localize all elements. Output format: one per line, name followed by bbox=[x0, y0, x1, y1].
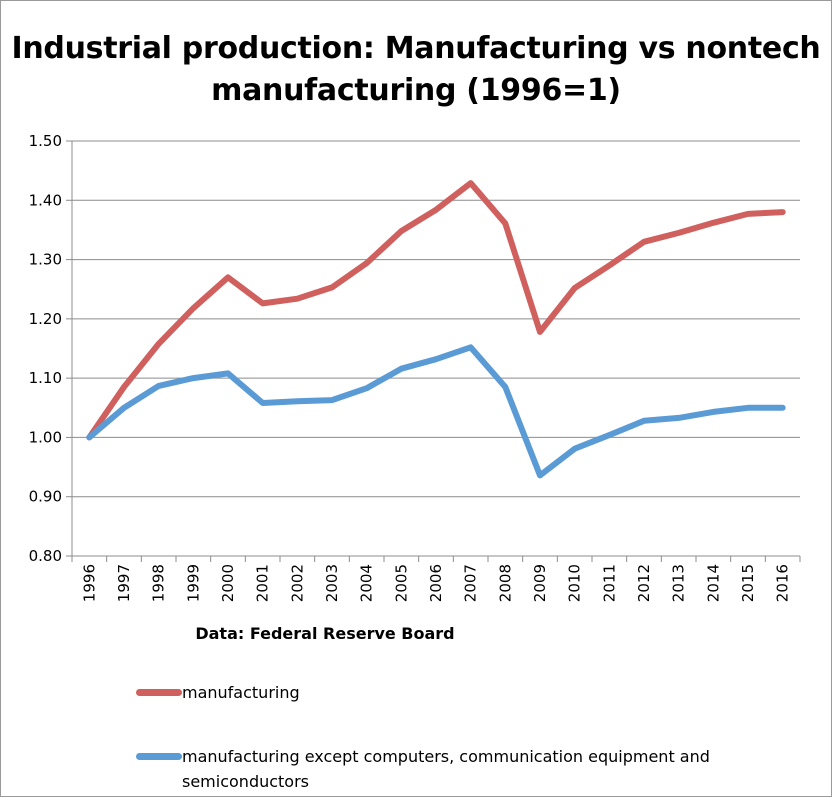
x-tick-label: 1996 bbox=[80, 564, 98, 602]
y-tick-labels: 0.80 0.90 1.00 1.10 1.20 1.30 1.40 1.50 bbox=[29, 132, 62, 565]
chart-title-text: Industrial production: Manufacturing vs … bbox=[11, 31, 821, 108]
x-tick-label: 1998 bbox=[150, 564, 168, 602]
y-tick-label: 1.00 bbox=[29, 428, 62, 446]
series-line-nontech-manufacturing bbox=[86, 344, 786, 479]
legend-item-manufacturing: manufacturing bbox=[136, 680, 742, 705]
y-tick-label: 1.10 bbox=[29, 369, 62, 387]
x-tick-label: 2003 bbox=[323, 564, 341, 602]
y-tick-label: 1.30 bbox=[29, 251, 62, 269]
legend-label-manufacturing: manufacturing bbox=[182, 683, 300, 702]
x-tick-label: 2008 bbox=[496, 564, 514, 602]
x-tick-label: 2016 bbox=[774, 564, 792, 602]
series-line-manufacturing bbox=[86, 180, 786, 441]
x-tick-label: 1997 bbox=[115, 564, 133, 602]
series-lines bbox=[86, 180, 786, 479]
x-tick-label: 2000 bbox=[219, 564, 237, 602]
x-tick-labels: 1996 1997 1998 1999 2000 2001 2002 2003 2004 2005… bbox=[80, 564, 791, 602]
x-tick-label: 2004 bbox=[358, 564, 376, 602]
x-tick-label: 2006 bbox=[427, 564, 445, 602]
x-tick-label: 2013 bbox=[670, 564, 688, 602]
legend-swatch-manufacturing bbox=[136, 689, 182, 696]
y-tick-label: 1.40 bbox=[29, 191, 62, 209]
y-tick-label: 0.80 bbox=[29, 547, 62, 565]
x-tick-label: 2002 bbox=[288, 564, 306, 602]
x-tick-label: 2005 bbox=[392, 564, 410, 602]
x-tick-label: 2011 bbox=[600, 564, 618, 602]
x-tick-label: 2010 bbox=[566, 564, 584, 602]
legend-label-nontech-manufacturing: manufacturing except computers, communic… bbox=[182, 747, 710, 791]
axes bbox=[66, 140, 801, 562]
x-tick-label: 2015 bbox=[739, 564, 757, 602]
x-tick-label: 1999 bbox=[184, 564, 202, 602]
x-tick-label: 2014 bbox=[704, 564, 722, 602]
legend-swatch-nontech-manufacturing bbox=[136, 753, 182, 760]
chart-title: Industrial production: Manufacturing vs … bbox=[0, 28, 832, 112]
gridlines bbox=[72, 140, 800, 557]
y-tick-label: 1.20 bbox=[29, 310, 62, 328]
y-tick-label: 0.90 bbox=[29, 488, 62, 506]
y-tick-label: 1.50 bbox=[29, 132, 62, 150]
x-tick-label: 2012 bbox=[635, 564, 653, 602]
x-tick-label: 2009 bbox=[531, 564, 549, 602]
x-tick-label: 2007 bbox=[462, 564, 480, 602]
x-tick-label: 2001 bbox=[254, 564, 272, 602]
legend-item-nontech-manufacturing: manufacturing except computers, communic… bbox=[136, 744, 742, 794]
x-axis-label: Data: Federal Reserve Board bbox=[195, 624, 455, 643]
